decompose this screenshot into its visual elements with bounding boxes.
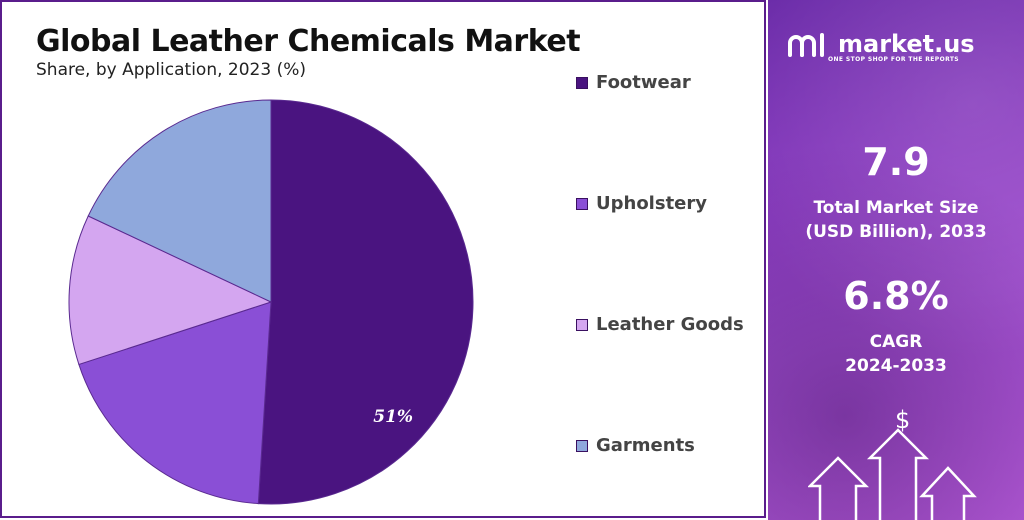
legend-swatch [576,197,588,210]
legend-label: Leather Goods [596,314,744,335]
chart-subtitle: Share, by Application, 2023 (%) [36,60,306,80]
brand-logo: market.us [786,30,975,58]
chart-panel: Global Leather Chemicals Market Share, b… [0,0,766,518]
pie-data-label: 51% [373,407,413,427]
market-size-value: 7.9 [862,140,930,184]
legend-swatch [576,318,588,331]
cagr-value: 6.8% [843,274,949,318]
legend-label: Upholstery [596,193,707,214]
legend-swatch [576,439,588,452]
legend-label: Garments [596,435,695,456]
pie-slice-footwear [257,99,474,505]
pie-slice-leather-goods [68,215,273,366]
pie-chart: 51% [68,99,474,505]
pie-slice-garments [87,99,272,303]
legend-item: Leather Goods [576,314,744,335]
market-size-label-line1: Total Market Size [813,198,979,218]
legend-label: Footwear [596,72,691,93]
legend-swatch [576,76,588,89]
summary-panel: market.us ONE STOP SHOP FOR THE REPORTS … [768,0,1024,520]
dollar-icon: $ [895,406,910,434]
legend-item: Garments [576,435,695,456]
legend-item: Upholstery [576,193,707,214]
cagr-label-line2: 2024-2033 [845,356,947,376]
chart-title: Global Leather Chemicals Market [36,24,581,59]
brand-tagline: ONE STOP SHOP FOR THE REPORTS [828,56,960,63]
brand-name: market.us [838,30,975,58]
pie-slice-upholstery [78,301,272,505]
market-size-label-line2: (USD Billion), 2033 [805,222,987,242]
growth-arrows-icon: $ [808,406,977,520]
legend-item: Footwear [576,72,691,93]
market-us-logo-icon [788,33,824,57]
cagr-label-line1: CAGR [869,332,923,352]
